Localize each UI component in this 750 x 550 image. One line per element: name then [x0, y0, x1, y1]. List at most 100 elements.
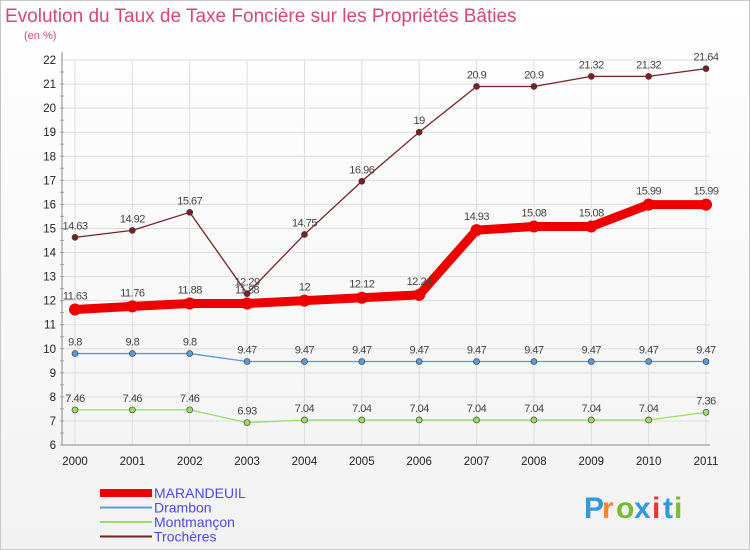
- data-point: [358, 416, 366, 424]
- x-tick-label: 2011: [694, 456, 719, 468]
- data-label: 7.46: [65, 393, 85, 405]
- y-tick-label: 7: [50, 416, 56, 428]
- data-point: [473, 358, 480, 365]
- data-label: 7.04: [467, 403, 487, 415]
- logo-letter: r: [602, 492, 614, 525]
- y-tick-label: 6: [50, 440, 56, 452]
- x-tick-label: 2008: [521, 456, 547, 468]
- data-point: [69, 303, 81, 316]
- logo-letter: P: [584, 492, 604, 525]
- logo-letter: o: [616, 492, 634, 525]
- data-label: 12.24: [407, 276, 432, 288]
- legend-entry: Montmançon: [154, 514, 235, 530]
- data-label: 9.47: [467, 345, 487, 357]
- data-point: [530, 358, 538, 365]
- data-label: 19: [414, 115, 426, 127]
- x-tick-label: 2004: [292, 456, 318, 468]
- data-label: 12.12: [349, 279, 374, 291]
- data-point: [301, 416, 308, 424]
- data-label: 11.76: [120, 287, 145, 299]
- x-tick-label: 2009: [578, 456, 604, 468]
- data-point: [358, 177, 366, 185]
- data-label: 7.04: [409, 403, 429, 415]
- chart-title: Evolution du Taux de Taxe Foncière sur l…: [5, 6, 517, 27]
- data-point: [129, 227, 136, 234]
- data-point: [358, 358, 366, 365]
- data-point: [186, 209, 194, 216]
- x-tick-label: 2007: [464, 456, 490, 468]
- x-tick-label: 2010: [636, 456, 662, 468]
- legend-entry: Trochères: [154, 529, 217, 545]
- data-label: 11.88: [178, 285, 203, 297]
- data-point: [415, 128, 423, 136]
- series: [69, 65, 712, 426]
- data-label: 15.99: [693, 186, 718, 198]
- data-label: 7.04: [352, 403, 372, 415]
- y-tick-label: 10: [43, 344, 56, 356]
- data-label: 9.47: [582, 345, 602, 357]
- y-tick-label: 19: [43, 127, 56, 139]
- grid: [62, 59, 710, 446]
- data-labels: 11.63 11.76 11.88 11.88 12 12.12 12.24 14.93 15.…: [62, 52, 719, 418]
- data-point: [470, 224, 483, 237]
- y-tick-label: 22: [43, 55, 56, 67]
- data-label: 15.99: [636, 186, 661, 198]
- data-label: 12.29: [235, 277, 260, 289]
- data-point: [129, 406, 136, 414]
- y-tick-label: 12: [43, 296, 56, 308]
- data-label: 9.47: [696, 345, 716, 357]
- data-label: 9.8: [125, 337, 139, 349]
- data-label: 12: [299, 282, 311, 294]
- proxiti-logo: Pr o x i t i: [584, 492, 682, 525]
- data-point: [183, 297, 196, 310]
- data-point: [473, 83, 480, 90]
- data-point: [530, 416, 538, 424]
- data-label: 7.04: [582, 403, 602, 415]
- data-point: [71, 234, 79, 241]
- series-line-Drambon: [74, 352, 707, 363]
- data-point: [415, 358, 423, 365]
- x-tick-label: 2006: [406, 456, 432, 468]
- data-label: 9.8: [183, 337, 197, 349]
- data-point: [355, 291, 368, 304]
- data-point: [530, 83, 538, 90]
- data-label: 20.9: [467, 69, 487, 81]
- y-tick-label: 17: [43, 175, 56, 187]
- y-tick-label: 13: [43, 272, 56, 284]
- logo-letter: i: [674, 492, 682, 525]
- legend-entry: Drambon: [154, 500, 212, 516]
- data-label: 15.08: [521, 208, 546, 220]
- y-axis-unit: (en %): [24, 30, 56, 42]
- data-point: [243, 358, 251, 365]
- data-point: [129, 350, 136, 357]
- y-tick-label: 11: [44, 320, 56, 332]
- data-label: 21.32: [579, 59, 604, 71]
- data-label: 15.08: [579, 208, 604, 220]
- data-point: [645, 416, 652, 424]
- data-label: 14.93: [464, 211, 489, 223]
- x-tick-label: 2001: [120, 456, 146, 468]
- data-point: [587, 358, 595, 365]
- data-point: [702, 65, 710, 72]
- y-tick-label: 16: [43, 199, 56, 211]
- data-label: 7.46: [123, 393, 143, 405]
- data-point: [71, 350, 79, 357]
- x-tick-label: 2000: [62, 456, 88, 468]
- data-point: [700, 198, 712, 211]
- legend-entry: MARANDEUIL: [154, 485, 246, 501]
- data-label: 9.8: [68, 337, 82, 349]
- data-label: 16.96: [349, 164, 374, 176]
- data-label: 11.88: [235, 285, 260, 297]
- data-point: [702, 408, 710, 416]
- data-label: 9.47: [639, 345, 659, 357]
- data-point: [186, 406, 194, 414]
- data-point: [298, 294, 311, 307]
- data-label: 21.32: [636, 59, 661, 71]
- data-point: [642, 198, 655, 211]
- data-point: [473, 416, 480, 424]
- data-label: 9.47: [524, 345, 544, 357]
- data-point: [702, 358, 710, 365]
- data-point: [413, 288, 426, 301]
